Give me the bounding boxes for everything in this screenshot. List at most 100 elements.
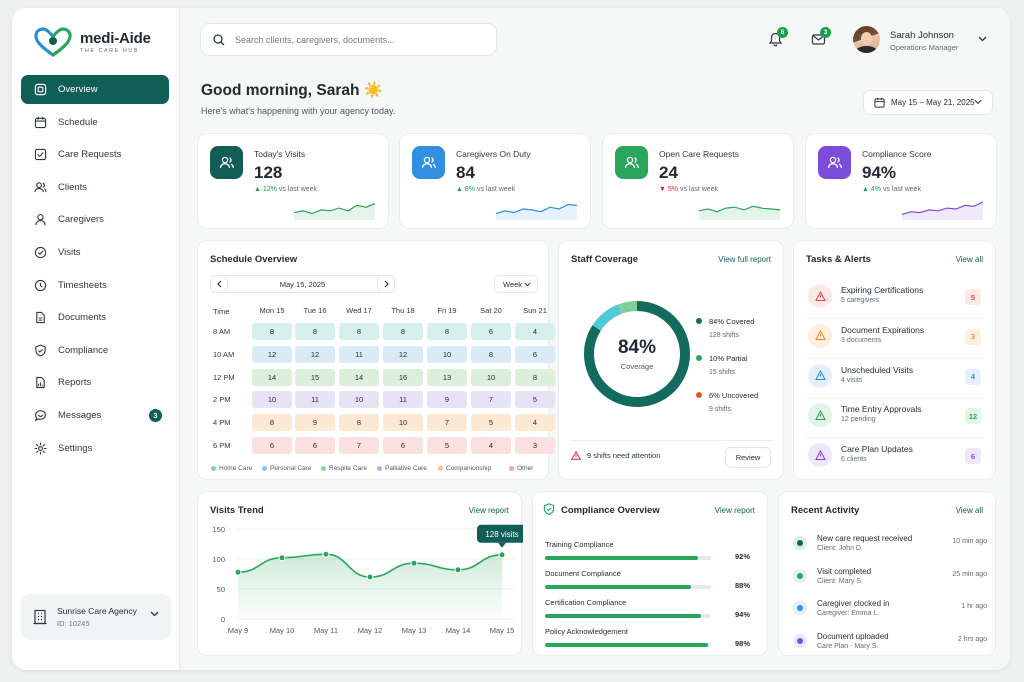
trend-point[interactable] [410,559,418,567]
view-report-link[interactable]: View report [714,506,755,515]
sidebar-item-reports[interactable]: Reports [21,368,169,397]
schedule-cell[interactable]: 11 [383,391,423,409]
schedule-cell[interactable]: 6 [515,345,555,363]
view-report-link[interactable]: View report [468,506,509,515]
view-all-tasks-link[interactable]: View all [955,255,983,264]
schedule-cell[interactable]: 10 [339,391,379,409]
schedule-cell[interactable]: 12 [252,345,292,363]
task-subtitle: 6 clients [841,456,867,464]
prev-date-button[interactable] [210,275,228,293]
schedule-cell[interactable]: 5 [427,437,467,454]
schedule-cell[interactable]: 14 [339,368,379,386]
trend-point[interactable] [366,573,374,581]
schedule-cell[interactable]: 6 [295,437,335,454]
activity-item[interactable]: Document uploaded Care Plan - Mary S. 2 hr… [791,632,987,662]
task-item[interactable]: Expiring Certifications 5 caregivers 5 [806,281,984,319]
task-item[interactable]: Unscheduled Visits 4 visits 4 [806,361,984,399]
schedule-time-label: 2 PM [213,395,231,405]
schedule-cell[interactable]: 10 [383,414,423,432]
kpi-card[interactable]: Compliance Score 94% ▲ 4% vs last week [805,133,997,229]
schedule-cell[interactable]: 6 [383,437,423,454]
avatar[interactable] [853,26,880,53]
notifications-button[interactable]: 6 [768,27,788,48]
sidebar-item-timesheets[interactable]: Timesheets [21,271,169,300]
task-item[interactable]: Care Plan Updates 6 clients 6 [806,440,984,474]
schedule-cell[interactable]: 12 [383,345,423,363]
user-menu-chevron-icon[interactable] [978,36,987,42]
sidebar-item-documents[interactable]: Documents [21,303,169,332]
schedule-cell[interactable]: 8 [515,368,555,386]
schedule-cell[interactable]: 8 [339,414,379,432]
schedule-cell[interactable]: 11 [339,345,379,363]
schedule-cell[interactable]: 8 [295,323,335,340]
review-button[interactable]: Review [725,447,771,468]
kpi-card[interactable]: Open Care Requests 24 ▼ 5% vs last week [602,133,794,229]
schedule-time-label: 10 AM [213,349,235,359]
y-tick-label: 0 [221,615,225,624]
sidebar-item-clients[interactable]: Clients [21,173,169,202]
schedule-cell[interactable]: 16 [383,368,423,386]
activity-item[interactable]: Visit completed Client: Mary S. 25 min ago [791,567,987,597]
sidebar-item-caregivers[interactable]: Caregivers [21,205,169,234]
schedule-cell[interactable]: 9 [295,414,335,432]
sidebar-item-schedule[interactable]: Schedule [21,108,169,137]
logo[interactable]: medi-Aide THE CARE HUB [32,26,151,58]
schedule-cell[interactable]: 14 [252,368,292,386]
schedule-cell[interactable]: 3 [515,437,555,454]
schedule-cell[interactable]: 8 [252,323,292,340]
sidebar-item-compliance[interactable]: Compliance [21,336,169,365]
sidebar-item-visits[interactable]: Visits [21,238,169,267]
activity-item[interactable]: New care request received Client: John D.… [791,534,987,564]
schedule-cell[interactable]: 6 [252,437,292,454]
schedule-cell[interactable]: 10 [252,391,292,409]
schedule-cell[interactable]: 13 [427,368,467,386]
trend-point[interactable] [322,550,330,558]
schedule-cell[interactable]: 4 [515,414,555,432]
trend-point[interactable] [454,566,462,574]
schedule-cell[interactable]: 7 [427,414,467,432]
agency-switcher[interactable]: Sunrise Care Agency ID: 10245 [21,594,171,640]
view-full-report-link[interactable]: View full report [718,255,771,264]
trend-point[interactable] [278,554,286,562]
sidebar-item-messages[interactable]: Messages 3 [21,401,169,430]
trend-point[interactable] [234,568,242,576]
kpi-card[interactable]: Today's Visits 128 ▲ 12% vs last week [197,133,389,229]
search-input[interactable] [235,34,475,45]
schedule-cell[interactable]: 8 [339,323,379,340]
view-select[interactable]: Week [494,275,538,293]
schedule-cell[interactable]: 5 [515,391,555,409]
schedule-cell[interactable]: 7 [471,391,511,409]
sidebar-item-overview[interactable]: Overview [21,75,169,104]
task-item[interactable]: Time Entry Approvals 12 pending 12 [806,400,984,439]
schedule-cell[interactable]: 10 [471,368,511,386]
schedule-cell[interactable]: 4 [515,323,555,340]
schedule-cell[interactable]: 12 [295,345,335,363]
schedule-cell[interactable]: 10 [427,345,467,363]
next-date-button[interactable] [377,275,395,293]
schedule-cell[interactable]: 11 [295,391,335,409]
schedule-cell[interactable]: 5 [471,414,511,432]
compliance-item: Policy Acknowledgement 98% [545,627,750,648]
schedule-cell[interactable]: 7 [339,437,379,454]
date-range-picker[interactable]: May 15 – May 21, 2025 [863,90,993,115]
schedule-cell[interactable]: 15 [295,368,335,386]
view-all-activity-link[interactable]: View all [955,506,983,515]
y-tick-label: 150 [212,525,225,534]
schedule-cell[interactable]: 8 [252,414,292,432]
schedule-cell[interactable]: 8 [427,323,467,340]
schedule-cell[interactable]: 6 [471,323,511,340]
coverage-legend-sub: 128 shifts [709,332,739,339]
sidebar-item-care-requests[interactable]: Care Requests [21,140,169,169]
schedule-cell[interactable]: 9 [427,391,467,409]
sidebar-item-label: Documents [58,312,107,324]
task-item[interactable]: Document Expirations 3 documents 3 [806,321,984,359]
schedule-cell[interactable]: 4 [471,437,511,454]
activity-item[interactable]: Caregiver clocked in Caregiver: Emma L. 1 … [791,599,987,629]
schedule-cell[interactable]: 8 [471,345,511,363]
kpi-card[interactable]: Caregivers On Duty 84 ▲ 8% vs last week [399,133,591,229]
messages-button[interactable]: 3 [811,27,831,48]
request-icon [793,536,807,550]
schedule-cell[interactable]: 8 [383,323,423,340]
sidebar-item-settings[interactable]: Settings [21,434,169,463]
trend-point[interactable] [498,551,506,559]
